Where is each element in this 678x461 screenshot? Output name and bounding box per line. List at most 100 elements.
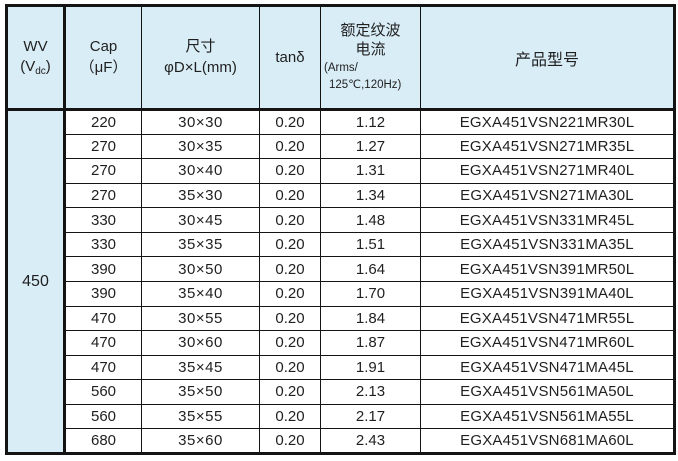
part-number-cell: EGXA451VSN271MA30L xyxy=(420,182,675,209)
table-row: 330 30×45 0.20 1.48 EGXA451VSN331MR45L xyxy=(7,207,675,233)
size-label: 尺寸 xyxy=(185,38,216,56)
tan-delta-cell: 0.20 xyxy=(259,182,321,209)
part-number-cell: EGXA451VSN271MR40L xyxy=(420,158,675,184)
table-row: 270 30×35 0.20 1.27 EGXA451VSN271MR35L xyxy=(7,133,675,160)
ripple-current-cell: 1.64 xyxy=(320,256,421,282)
cap-cell: 270 xyxy=(64,182,142,209)
ripple-condition-1: (Arms/ xyxy=(324,62,358,75)
size-cell: 35×60 xyxy=(141,428,260,454)
cap-cell: 560 xyxy=(64,403,142,430)
ripple-current-cell: 2.43 xyxy=(320,428,421,454)
part-number-cell: EGXA451VSN471MR60L xyxy=(420,330,675,356)
size-cell: 35×55 xyxy=(141,403,260,430)
column-header-cap: Cap （μF） xyxy=(64,5,142,111)
tan-delta-cell: 0.20 xyxy=(259,354,321,381)
header-row: WV (Vdc) Cap （μF） 尺寸 φD×L(mm) tanδ 额定纹波 … xyxy=(6,5,675,111)
table-row: 470 35×45 0.20 1.91 EGXA451VSN471MA45L xyxy=(7,354,675,381)
tan-delta-cell: 0.20 xyxy=(259,330,321,356)
ripple-current-cell: 1.48 xyxy=(320,207,421,233)
part-number-cell: EGXA451VSN391MR50L xyxy=(420,256,675,282)
table-row: 390 35×40 0.20 1.70 EGXA451VSN391MA40L xyxy=(7,280,675,307)
ripple-current-cell: 2.17 xyxy=(320,403,421,430)
tan-delta-cell: 0.20 xyxy=(259,231,321,258)
tan-delta-label: tanδ xyxy=(275,49,305,66)
cap-cell: 560 xyxy=(64,379,142,405)
wv-unit: (Vdc) xyxy=(20,57,51,77)
table-body: 450 220 30×30 0.20 1.12 EGXA451VSN221MR3… xyxy=(6,109,675,454)
column-header-size: 尺寸 φD×L(mm) xyxy=(141,5,260,111)
cap-cell: 390 xyxy=(64,280,142,307)
column-header-ripple-current: 额定纹波 电流 (Arms/ 125℃,120Hz) xyxy=(320,5,421,111)
part-number-cell: EGXA451VSN271MR35L xyxy=(420,133,675,160)
cap-cell: 470 xyxy=(64,354,142,381)
size-cell: 30×35 xyxy=(141,133,260,160)
table-row: 560 35×55 0.20 2.17 EGXA451VSN561MA55L xyxy=(7,403,675,430)
ripple-current-cell: 1.51 xyxy=(320,231,421,258)
ripple-current-cell: 1.31 xyxy=(320,158,421,184)
cap-cell: 220 xyxy=(64,109,142,135)
cap-label: Cap xyxy=(89,38,118,56)
size-cell: 30×60 xyxy=(141,330,260,356)
column-header-tan-delta: tanδ xyxy=(259,5,321,111)
part-number-cell: EGXA451VSN471MR55L xyxy=(420,305,675,332)
column-header-wv: WV (Vdc) xyxy=(6,5,66,111)
part-number-cell: EGXA451VSN561MA50L xyxy=(420,379,675,405)
ripple-current-cell: 1.34 xyxy=(320,182,421,209)
ripple-label-1: 额定纹波 xyxy=(340,21,401,39)
part-number-cell: EGXA451VSN471MA45L xyxy=(420,354,675,381)
part-number-cell: EGXA451VSN391MA40L xyxy=(420,280,675,307)
ripple-current-cell: 2.13 xyxy=(320,379,421,405)
tan-delta-cell: 0.20 xyxy=(259,428,321,454)
cap-cell: 330 xyxy=(64,231,142,258)
size-cell: 35×35 xyxy=(141,231,260,258)
table-row: 470 30×55 0.20 1.84 EGXA451VSN471MR55L xyxy=(7,305,675,332)
part-number-cell: EGXA451VSN221MR30L xyxy=(420,109,675,135)
size-cell: 35×50 xyxy=(141,379,260,405)
part-number-cell: EGXA451VSN561MA55L xyxy=(420,403,675,430)
tan-delta-cell: 0.20 xyxy=(259,133,321,160)
tan-delta-cell: 0.20 xyxy=(259,109,321,135)
size-cell: 30×55 xyxy=(141,305,260,332)
size-cell: 30×40 xyxy=(141,158,260,184)
tan-delta-cell: 0.20 xyxy=(259,305,321,332)
cap-cell: 680 xyxy=(64,428,142,454)
wv-label: WV xyxy=(23,37,48,55)
wv-cell: 450 xyxy=(6,109,66,454)
table-row: 270 30×40 0.20 1.31 EGXA451VSN271MR40L xyxy=(7,158,675,184)
column-header-part-number: 产品型号 xyxy=(420,5,675,111)
part-number-cell: EGXA451VSN331MR45L xyxy=(420,207,675,233)
size-cell: 30×30 xyxy=(141,109,260,135)
size-cell: 30×50 xyxy=(141,256,260,282)
ripple-current-cell: 1.91 xyxy=(320,354,421,381)
table-row: 390 30×50 0.20 1.64 EGXA451VSN391MR50L xyxy=(7,256,675,282)
table-header: WV (Vdc) Cap （μF） 尺寸 φD×L(mm) tanδ 额定纹波 … xyxy=(6,5,675,111)
ripple-condition-2: 125℃,120Hz) xyxy=(329,79,402,92)
tan-delta-cell: 0.20 xyxy=(259,207,321,233)
tan-delta-cell: 0.20 xyxy=(259,256,321,282)
cap-cell: 330 xyxy=(64,207,142,233)
table-row: 680 35×60 0.20 2.43 EGXA451VSN681MA60L xyxy=(7,428,675,454)
cap-unit: （μF） xyxy=(79,58,128,76)
size-unit: φD×L(mm) xyxy=(164,58,237,76)
capacitor-spec-table: WV (Vdc) Cap （μF） 尺寸 φD×L(mm) tanδ 额定纹波 … xyxy=(5,4,676,455)
size-cell: 30×45 xyxy=(141,207,260,233)
table-row: 450 220 30×30 0.20 1.12 EGXA451VSN221MR3… xyxy=(6,109,675,454)
cap-cell: 270 xyxy=(64,133,142,160)
ripple-current-cell: 1.27 xyxy=(320,133,421,160)
part-number-cell: EGXA451VSN331MA35L xyxy=(420,231,675,258)
table-row: 330 35×35 0.20 1.51 EGXA451VSN331MA35L xyxy=(7,231,675,258)
ripple-current-cell: 1.84 xyxy=(320,305,421,332)
tan-delta-cell: 0.20 xyxy=(259,280,321,307)
cap-cell: 270 xyxy=(64,158,142,184)
table-row: 270 35×30 0.20 1.34 EGXA451VSN271MA30L xyxy=(7,182,675,209)
tan-delta-cell: 0.20 xyxy=(259,158,321,184)
ripple-current-cell: 1.12 xyxy=(320,109,421,135)
tan-delta-cell: 0.20 xyxy=(259,403,321,430)
size-cell: 35×40 xyxy=(141,280,260,307)
cap-cell: 470 xyxy=(64,330,142,356)
ripple-current-cell: 1.70 xyxy=(320,280,421,307)
cap-cell: 470 xyxy=(64,305,142,332)
size-cell: 35×45 xyxy=(141,354,260,381)
tan-delta-cell: 0.20 xyxy=(259,379,321,405)
